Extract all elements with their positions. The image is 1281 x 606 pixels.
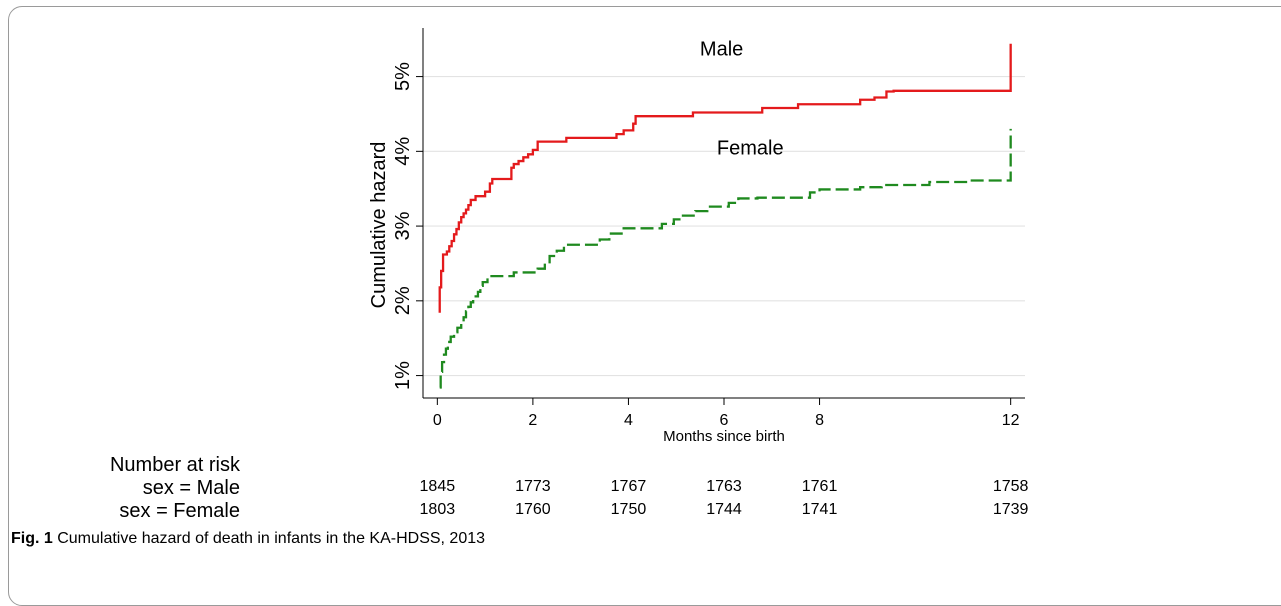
- y-tick-label-1: 1%: [392, 361, 414, 390]
- y-axis-title: Cumulative hazard: [368, 142, 390, 309]
- y-tick-label-2: 2%: [392, 286, 414, 315]
- figure-label: Fig. 1: [11, 530, 53, 547]
- risk-cell-male-12: 1758: [992, 478, 1029, 495]
- risk-row-label-female: sex = Female: [119, 500, 240, 522]
- risk-cell-male-4: 1767: [610, 478, 647, 495]
- risk-cell-male-6: 1763: [706, 478, 742, 495]
- risk-cell-male-2: 1773: [515, 478, 551, 495]
- caption-text: Cumulative hazard of death in infants in…: [52, 530, 486, 547]
- x-tick-label-2: 2: [528, 412, 537, 429]
- risk-cell-female-0: 1803: [419, 501, 456, 518]
- annotation-male: Male: [700, 39, 743, 61]
- cumulative-hazard-chart: 1% 2% 3% 4% 5% 0 2 4 6 8 12 Months since birth Cumul…: [368, 28, 1025, 445]
- x-tick-label-0: 0: [433, 412, 442, 429]
- x-axis-title: Months since birth: [663, 428, 785, 445]
- figure-caption: Fig. 1 Cumulative hazard of death in inf…: [11, 530, 485, 548]
- series-line-male: [438, 43, 1012, 313]
- annotation-female: Female: [717, 137, 784, 159]
- x-tick-label-6: 6: [720, 412, 729, 429]
- x-tick-label-4: 4: [624, 412, 633, 429]
- x-tick-label-12: 12: [1002, 412, 1020, 429]
- risk-cell-female-6: 1744: [706, 501, 742, 518]
- x-tick-label-8: 8: [815, 412, 824, 429]
- series-line-female: [439, 128, 1012, 389]
- risk-cell-male-0: 1845: [419, 478, 456, 495]
- risk-row-label-male: sex = Male: [142, 477, 240, 499]
- risk-table-header: Number at risk: [109, 454, 240, 476]
- y-tick-label-5: 5%: [392, 62, 414, 91]
- risk-cell-male-8: 1761: [801, 478, 838, 495]
- y-tick-label-4: 4%: [392, 137, 414, 166]
- risk-cell-female-2: 1760: [515, 501, 551, 518]
- risk-cell-female-12: 1739: [992, 501, 1029, 518]
- y-tick-label-3: 3%: [392, 211, 414, 240]
- risk-cell-female-8: 1741: [801, 501, 838, 518]
- risk-cell-female-4: 1750: [610, 501, 647, 518]
